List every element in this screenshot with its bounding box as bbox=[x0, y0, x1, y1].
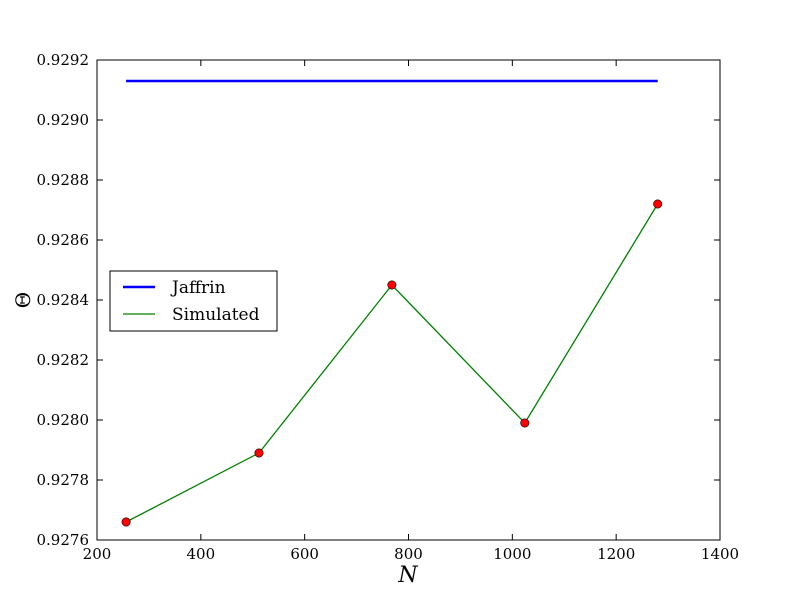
y-tick-label: 0.9282 bbox=[37, 351, 90, 369]
y-tick-label: 0.9276 bbox=[37, 531, 90, 549]
y-tick-label: 0.9290 bbox=[37, 111, 90, 129]
x-tick-label: 1200 bbox=[597, 545, 635, 563]
data-point-simulated bbox=[653, 199, 663, 209]
x-tick-label: 400 bbox=[187, 545, 216, 563]
x-tick-label: 800 bbox=[394, 545, 423, 563]
data-point-simulated bbox=[387, 280, 397, 290]
x-tick-label: 1000 bbox=[493, 545, 531, 563]
x-tick-label: 200 bbox=[83, 545, 112, 563]
plot-marks bbox=[121, 79, 663, 527]
legend-label: Jaffrin bbox=[170, 278, 226, 298]
y-tick-label: 0.9284 bbox=[37, 291, 90, 309]
legend-box bbox=[109, 270, 278, 332]
y-tick-label: 0.9278 bbox=[37, 471, 90, 489]
y-tick-label: 0.9292 bbox=[37, 51, 90, 69]
legend: Jaffrin Simulated bbox=[109, 270, 278, 332]
x-axis-label: N bbox=[397, 563, 418, 588]
legend-label: Simulated bbox=[172, 305, 260, 325]
y-tick-label: 0.9280 bbox=[37, 411, 90, 429]
x-tick-label: 600 bbox=[290, 545, 319, 563]
data-point-simulated bbox=[520, 418, 530, 428]
y-tick-label: 0.9286 bbox=[37, 231, 90, 249]
y-tick-label: 0.9288 bbox=[37, 171, 90, 189]
y-axis-label: Θ bbox=[11, 292, 35, 308]
x-tick-label: 1400 bbox=[701, 545, 739, 563]
data-point-simulated bbox=[121, 517, 131, 527]
series-line-simulated bbox=[125, 203, 659, 523]
axis-ticks: 200 400 600 800 1000 1200 1400 0.9276 0.9278 0.92… bbox=[37, 51, 740, 563]
data-point-simulated bbox=[254, 448, 264, 458]
